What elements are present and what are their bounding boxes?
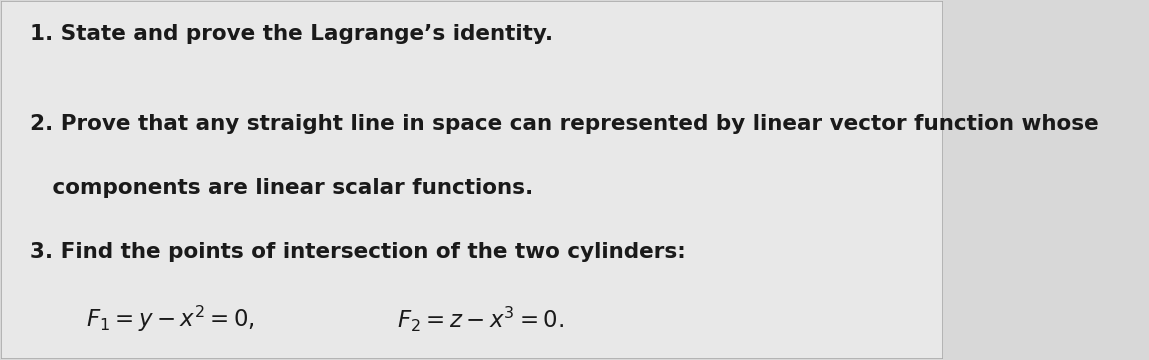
Text: 1. State and prove the Lagrange’s identity.: 1. State and prove the Lagrange’s identi…	[30, 24, 553, 44]
Text: 3. Find the points of intersection of the two cylinders:: 3. Find the points of intersection of th…	[30, 242, 685, 262]
Text: $F_2 = z - x^3 = 0.$: $F_2 = z - x^3 = 0.$	[396, 305, 564, 334]
Text: $F_1 = y - x^2 = 0,$: $F_1 = y - x^2 = 0,$	[86, 303, 255, 334]
Text: 2. Prove that any straight line in space can represented by linear vector functi: 2. Prove that any straight line in space…	[30, 113, 1098, 134]
FancyBboxPatch shape	[1, 1, 942, 359]
Text: components are linear scalar functions.: components are linear scalar functions.	[30, 178, 533, 198]
